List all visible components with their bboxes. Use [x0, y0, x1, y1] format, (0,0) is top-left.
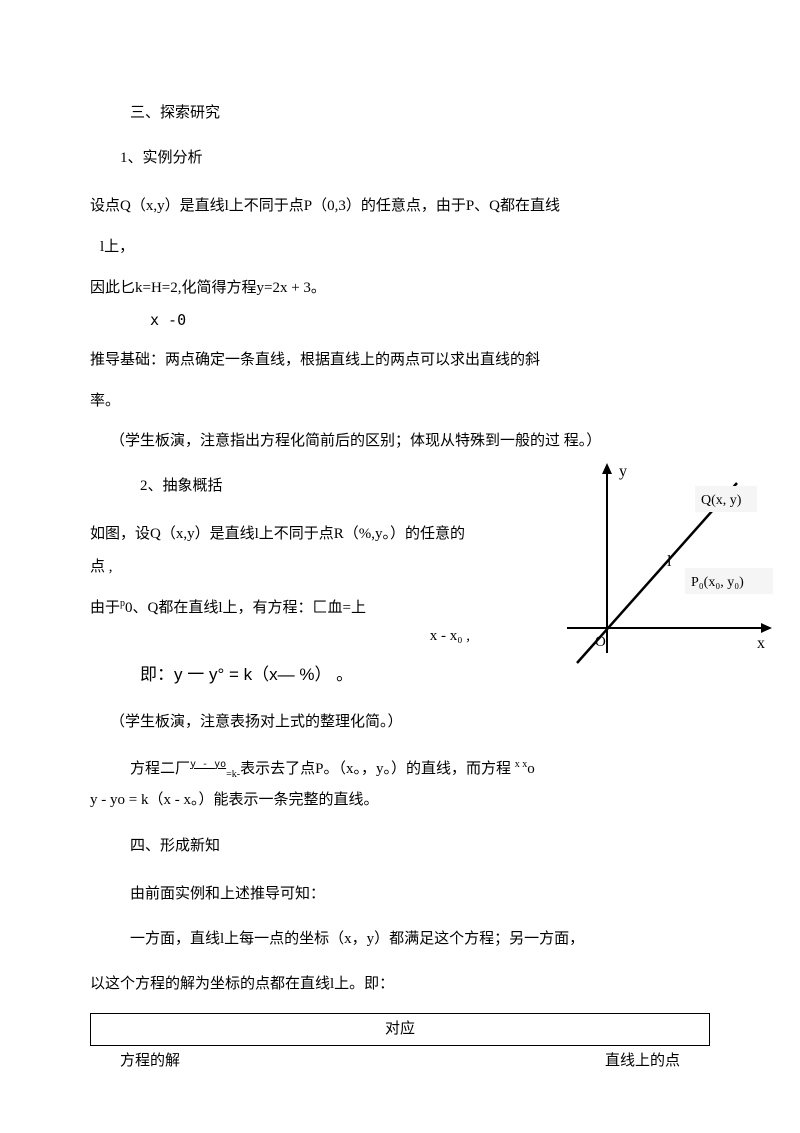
line-l-label: l [667, 553, 672, 570]
section-3-title: 三、探索研究 [130, 100, 710, 127]
p7-a: 由于 [90, 600, 120, 616]
para-6: 如图，设Q（x,y）是直线l上不同于点R（%,y。）的任意的点 , [90, 518, 470, 584]
table-right: 直线上的点 [605, 1048, 680, 1075]
sub-title-1: 1、实例分析 [120, 145, 710, 172]
note-1: （学生板演，注意指出方程化简前后的区别；体现从特殊到一般的过 程。） [110, 428, 710, 455]
coordinate-graph: O y x l Q(x, y) P₀(x₀, y₀) [557, 458, 777, 678]
correspondence-row: 方程的解 直线上的点 [90, 1046, 710, 1075]
para-9: y - yo = k（x - x。）能表示一条完整的直线。 [90, 785, 710, 815]
p8-sup: x x [515, 759, 528, 770]
q-label: Q(x, y) [701, 493, 742, 508]
para-1: 设点Q（x,y）是直线l上不同于点P（0,3）的任意点，由于P、Q都在直线 [90, 190, 710, 223]
p8-eq: =k- [226, 769, 240, 780]
para-7: 由于p0、Q都在直线l上，有方程：匚血=上 [90, 592, 470, 625]
x-axis-label: x [757, 635, 765, 652]
table-left: 方程的解 [120, 1048, 180, 1075]
para-3: 因此匕k=H=2,化简得方程y=2x + 3。 [90, 272, 710, 305]
p8-c: o [527, 761, 535, 777]
p7-b: 0、Q都在直线l上，有方程：匚血=上 [125, 600, 366, 616]
x-arrow [761, 623, 772, 633]
para-2: l上， [100, 231, 710, 264]
para-5: 率。 [90, 385, 710, 418]
note-2: （学生板演，注意表扬对上式的整理化简。） [110, 709, 710, 736]
correspondence-box: 对应 [90, 1013, 710, 1046]
section-4-title: 四、形成新知 [130, 833, 710, 860]
y-arrow [602, 463, 612, 474]
s4-p2: 一方面，直线l上每一点的坐标（x，y）都满足这个方程；另一方面， [130, 923, 710, 956]
y-axis-label: y [619, 463, 627, 480]
fraction-denom: x -0 [150, 307, 710, 334]
p8-a: 方程二厂 [130, 761, 190, 777]
p8-frac: y - yo [190, 759, 226, 770]
para-7c: x - x₀ , [90, 623, 470, 650]
table-head: 对应 [385, 1021, 415, 1037]
p0-label: P₀(x₀, y₀) [691, 575, 744, 590]
origin-label: O [595, 634, 606, 650]
para-8: 方程二厂y - yo=k-表示去了点P。（x。，y。）的直线，而方程 x xo [130, 754, 710, 785]
p8-b: 表示去了点P。（x。，y。）的直线，而方程 [240, 761, 515, 777]
para-4: 推导基础：两点确定一条直线，根据直线上的两点可以求出直线的斜 [90, 344, 710, 377]
s4-p3: 以这个方程的解为坐标的点都在直线l上。即： [90, 968, 710, 1001]
s4-p1: 由前面实例和上述推导可知： [130, 878, 710, 911]
